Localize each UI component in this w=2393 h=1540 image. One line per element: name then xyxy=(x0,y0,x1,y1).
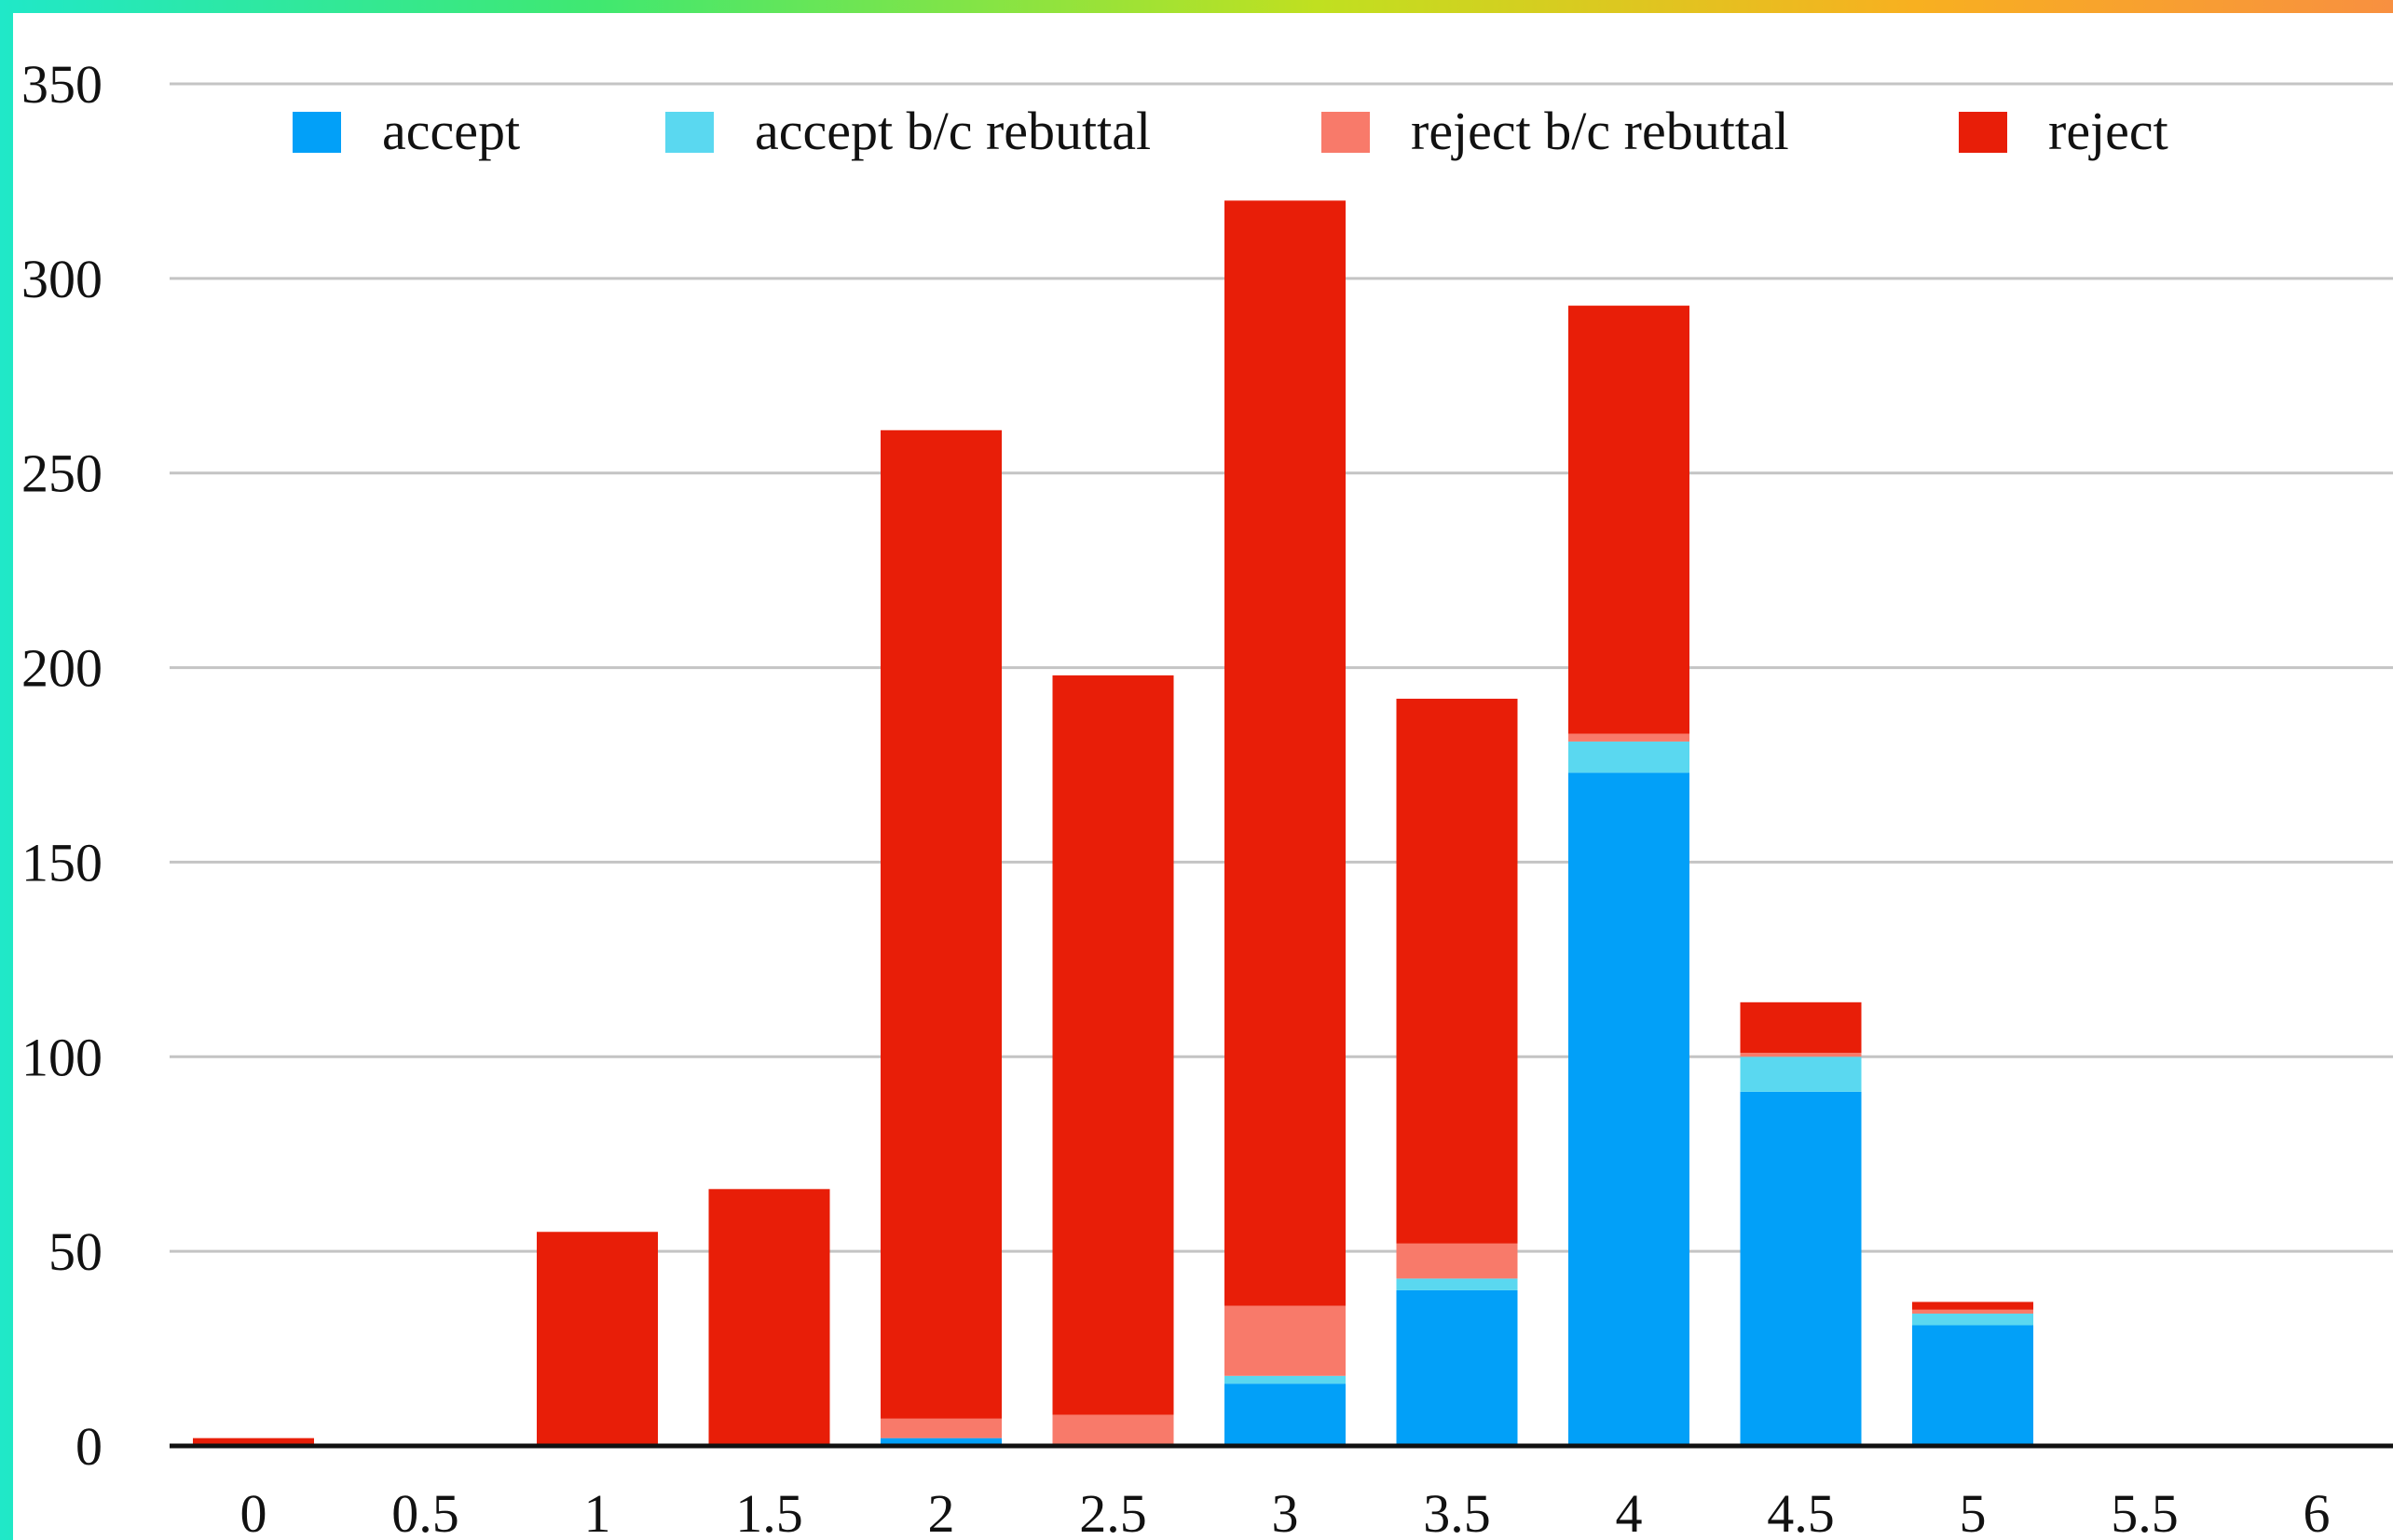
y-tick-label: 300 xyxy=(21,249,103,309)
x-tick-label: 3.5 xyxy=(1423,1483,1491,1540)
chart-area: 0 50 100 150 200 250 300 350 0 0.5 1 1.5 2 2.5 3 3.5 4 4.… xyxy=(13,13,2393,1540)
bar-segment-reject xyxy=(1740,1002,1862,1054)
bars xyxy=(193,200,2033,1446)
bar-segment-accept-b-c-rebuttal xyxy=(1224,1375,1346,1384)
legend-label: reject xyxy=(2048,101,2168,161)
bar-segment-reject-b-c-rebuttal xyxy=(1568,733,1689,742)
bar-segment-reject xyxy=(1224,200,1346,1306)
bar-segment-reject xyxy=(537,1232,658,1446)
x-tick-label: 1.5 xyxy=(735,1483,803,1540)
legend-swatch xyxy=(665,112,714,153)
x-tick-label: 3 xyxy=(1272,1483,1299,1540)
legend-swatch xyxy=(1321,112,1370,153)
legend: accept accept b/c rebuttal reject b/c rebu… xyxy=(293,101,2168,161)
bar-segment-accept xyxy=(1912,1325,2033,1446)
x-tick-label: 5.5 xyxy=(2111,1483,2179,1540)
legend-label: reject b/c rebuttal xyxy=(1411,101,1789,161)
x-tick-label: 1 xyxy=(584,1483,611,1540)
legend-label: accept xyxy=(382,101,520,161)
x-tick-label: 0.5 xyxy=(391,1483,459,1540)
y-tick-label: 250 xyxy=(21,443,103,504)
bar-segment-accept xyxy=(881,1438,1002,1446)
x-tick-label: 4 xyxy=(1616,1483,1643,1540)
x-tick-label: 4.5 xyxy=(1767,1483,1835,1540)
axes: 0 50 100 150 200 250 300 350 0 0.5 1 1.5 2 2.5 3 3.5 4 4.… xyxy=(21,54,2393,1540)
bar-segment-reject-b-c-rebuttal xyxy=(1224,1305,1346,1376)
x-tick-label: 5 xyxy=(1960,1483,1987,1540)
legend-swatch xyxy=(293,112,341,153)
bar-segment-reject xyxy=(193,1438,314,1446)
x-tick-label: 6 xyxy=(2304,1483,2331,1540)
bar-segment-reject xyxy=(1396,698,1518,1244)
bar-segment-reject xyxy=(881,429,1002,1419)
bar-segment-reject-b-c-rebuttal xyxy=(1740,1053,1862,1057)
legend-swatch xyxy=(1959,112,2007,153)
bar-segment-reject-b-c-rebuttal xyxy=(1912,1309,2033,1314)
x-tick-label: 0 xyxy=(240,1483,267,1540)
bar-segment-accept-b-c-rebuttal xyxy=(1912,1313,2033,1326)
bar-segment-reject-b-c-rebuttal xyxy=(881,1418,1002,1438)
bar-segment-reject xyxy=(1568,306,1689,734)
y-tick-label: 350 xyxy=(21,54,103,115)
bar-segment-accept xyxy=(1396,1289,1518,1446)
bar-segment-accept xyxy=(1740,1091,1862,1446)
x-tick-label: 2.5 xyxy=(1079,1483,1147,1540)
bar-segment-reject xyxy=(1052,675,1174,1415)
y-tick-label: 0 xyxy=(75,1416,103,1477)
bar-segment-reject xyxy=(1912,1302,2033,1310)
x-tick-label: 2 xyxy=(928,1483,955,1540)
legend-label: accept b/c rebuttal xyxy=(755,101,1151,161)
bar-segment-accept-b-c-rebuttal xyxy=(1568,741,1689,773)
y-tick-label: 200 xyxy=(21,638,103,699)
y-tick-label: 100 xyxy=(21,1027,103,1087)
bar-segment-accept xyxy=(1568,772,1689,1446)
bar-segment-accept xyxy=(1224,1383,1346,1446)
y-tick-label: 150 xyxy=(21,832,103,893)
bar-segment-reject-b-c-rebuttal xyxy=(1052,1414,1174,1446)
bar-segment-reject-b-c-rebuttal xyxy=(1396,1243,1518,1279)
bar-segment-reject xyxy=(708,1189,830,1446)
stacked-bar-chart: 0 50 100 150 200 250 300 350 0 0.5 1 1.5 2 2.5 3 3.5 4 4.… xyxy=(21,54,2393,1540)
y-tick-label: 50 xyxy=(48,1221,103,1282)
bar-segment-accept-b-c-rebuttal xyxy=(1396,1278,1518,1290)
bar-segment-accept-b-c-rebuttal xyxy=(1740,1056,1862,1092)
